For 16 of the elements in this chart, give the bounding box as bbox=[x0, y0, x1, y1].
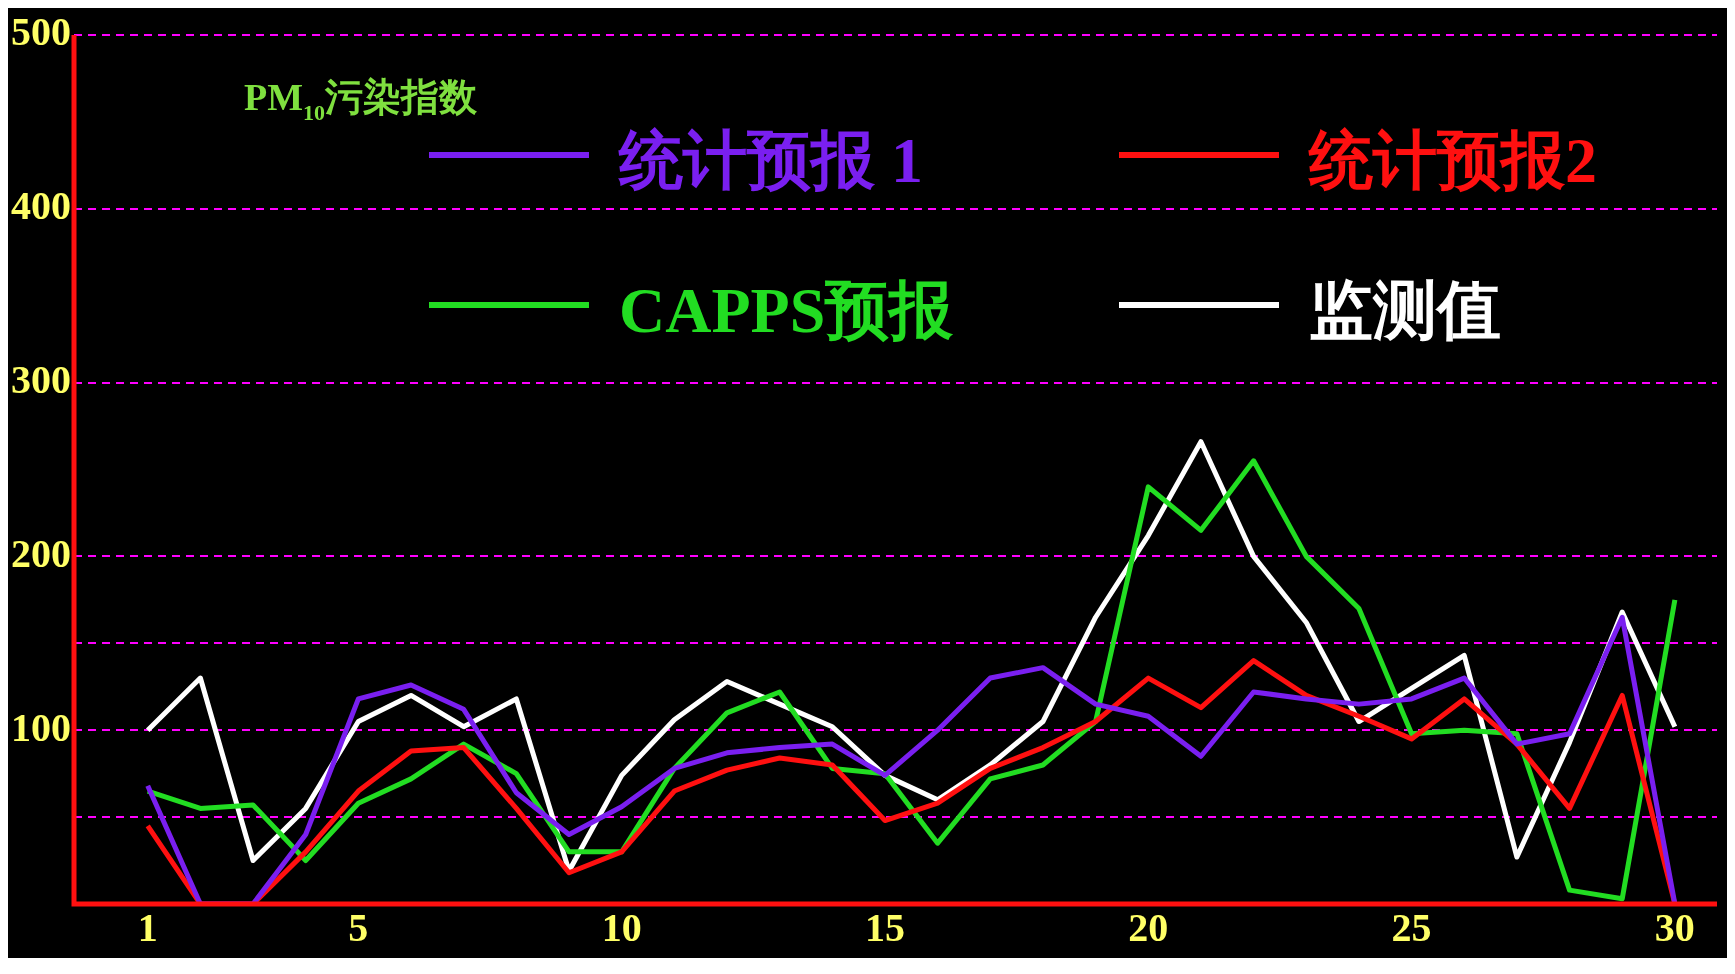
legend-label: CAPPS预报 bbox=[619, 274, 955, 346]
x-tick-label: 5 bbox=[348, 905, 369, 951]
x-tick-label: 15 bbox=[864, 905, 905, 951]
y-tick-label: 100 bbox=[11, 704, 71, 750]
y-tick-label: 300 bbox=[11, 356, 71, 402]
x-tick-label: 30 bbox=[1654, 905, 1695, 951]
x-tick-label: 25 bbox=[1391, 905, 1432, 951]
legend-label: 统计预报 1 bbox=[618, 124, 923, 196]
y-tick-label: 400 bbox=[11, 183, 71, 229]
x-tick-label: 10 bbox=[601, 905, 642, 951]
x-tick-label: 20 bbox=[1128, 905, 1169, 951]
legend-label: 监测值 bbox=[1309, 274, 1501, 346]
y-tick-label: 500 bbox=[11, 9, 71, 55]
legend-label: 统计预报2 bbox=[1308, 124, 1597, 196]
y-tick-label: 200 bbox=[11, 530, 71, 576]
x-tick-label: 1 bbox=[137, 905, 158, 951]
